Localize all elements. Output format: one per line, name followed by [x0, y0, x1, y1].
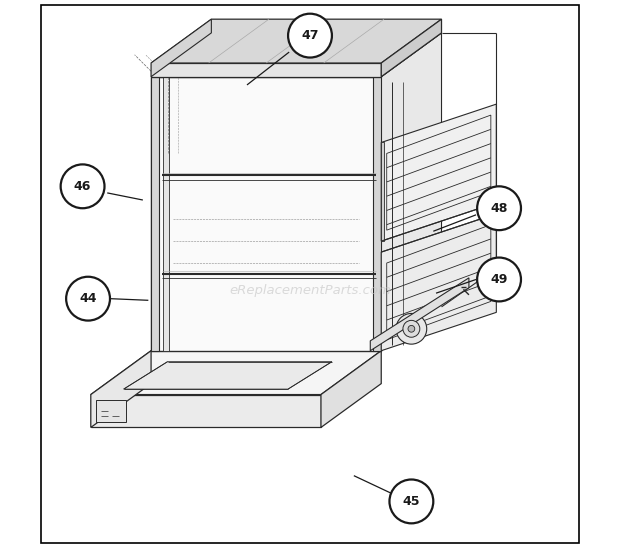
Polygon shape: [370, 278, 469, 351]
Polygon shape: [321, 351, 381, 427]
Text: eReplacementParts.com: eReplacementParts.com: [229, 284, 391, 297]
Circle shape: [477, 258, 521, 301]
Polygon shape: [381, 33, 441, 351]
Polygon shape: [151, 19, 441, 63]
Polygon shape: [151, 77, 159, 351]
Polygon shape: [164, 77, 169, 351]
Polygon shape: [151, 19, 211, 77]
Polygon shape: [373, 77, 381, 351]
Circle shape: [66, 277, 110, 321]
Polygon shape: [91, 351, 381, 395]
Text: 46: 46: [74, 180, 91, 193]
Polygon shape: [91, 395, 321, 427]
Text: 48: 48: [490, 202, 508, 215]
Circle shape: [408, 326, 415, 332]
Circle shape: [477, 186, 521, 230]
Polygon shape: [151, 77, 381, 351]
Polygon shape: [381, 19, 441, 77]
Polygon shape: [96, 400, 126, 422]
Circle shape: [61, 164, 105, 208]
Circle shape: [403, 321, 420, 337]
Polygon shape: [151, 33, 441, 77]
Text: 45: 45: [402, 495, 420, 508]
Text: 49: 49: [490, 273, 508, 286]
Text: 44: 44: [79, 292, 97, 305]
Polygon shape: [381, 214, 497, 351]
Polygon shape: [123, 362, 332, 389]
Polygon shape: [381, 142, 384, 241]
Polygon shape: [91, 351, 151, 427]
Text: 47: 47: [301, 29, 319, 42]
Circle shape: [288, 14, 332, 58]
Circle shape: [389, 480, 433, 523]
Circle shape: [396, 313, 427, 344]
Polygon shape: [151, 63, 381, 77]
Polygon shape: [381, 104, 497, 241]
